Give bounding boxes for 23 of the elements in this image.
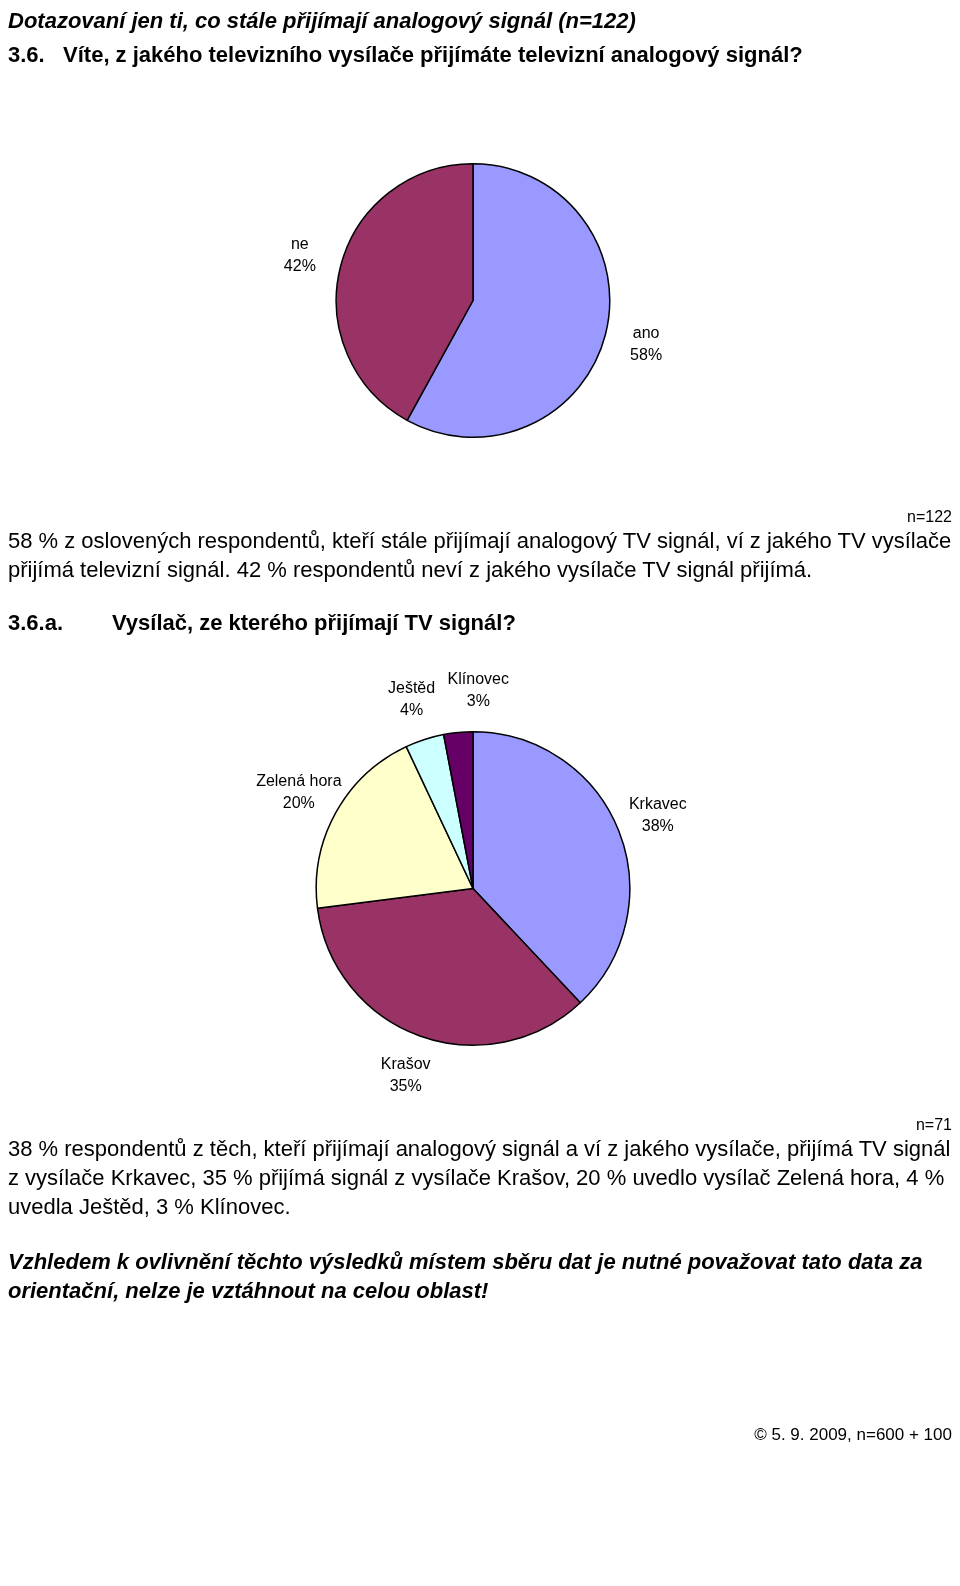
slice-label: Krašov — [380, 1054, 431, 1072]
text: 38 % respondentů z těch, kteří přijímají analogový signál a ví z jakého vysílače, přijímá TV signál z vysílače Krkavec, 35 % přijímá signál z vysílače Krašov, 20 % uvedlo vysílač Zelená hora, 4 % uvedla Ještěd, 3 % Klínovec. — [8, 1135, 952, 1221]
chart-title: 3.6. Víte, z jakého televizního vysílače přijímáte televizní analogový signál? — [8, 42, 804, 68]
data-label: 4% — [400, 700, 424, 718]
data-label: 20% — [282, 794, 315, 812]
chart-title: 3.6.a. Vysílač, ze kterého přijímají TV signál? — [8, 610, 517, 636]
slice-label: Zelená hora — [256, 772, 342, 790]
slice-label: ano — [632, 324, 660, 342]
data-label: 42% — [283, 257, 316, 275]
chart-subtitle: Dotazovaní jen ti, co stále přijímají analogový signál (n=122) — [8, 8, 637, 34]
data-label: 58% — [630, 346, 663, 364]
slice-label: ne — [290, 235, 309, 253]
text: Vzhledem k ovlivnění těchto výsledků místem sběru dat je nutné považovat tato data za orientační, nelze je vztáhnout na celou oblast! — [8, 1248, 924, 1305]
slice-label: Krkavec — [628, 794, 687, 812]
text: 58 % z oslovených respondentů, kteří stále přijímají analogový TV signál, ví z jakého TV vysílače přijímá televizní signál. 42 % respondentů neví z jakého vysílače TV signál přijímá. — [8, 527, 952, 584]
slice-label: Ještěd — [388, 678, 436, 696]
text: n=71 — [914, 1116, 952, 1134]
slice-label: Klínovec — [447, 670, 509, 688]
text: n=122 — [906, 508, 952, 526]
text: © 5. 9. 2009, n=600 + 100 — [753, 1425, 952, 1445]
data-label: 3% — [466, 692, 490, 710]
data-label: 38% — [641, 816, 674, 834]
data-label: 35% — [389, 1076, 422, 1094]
